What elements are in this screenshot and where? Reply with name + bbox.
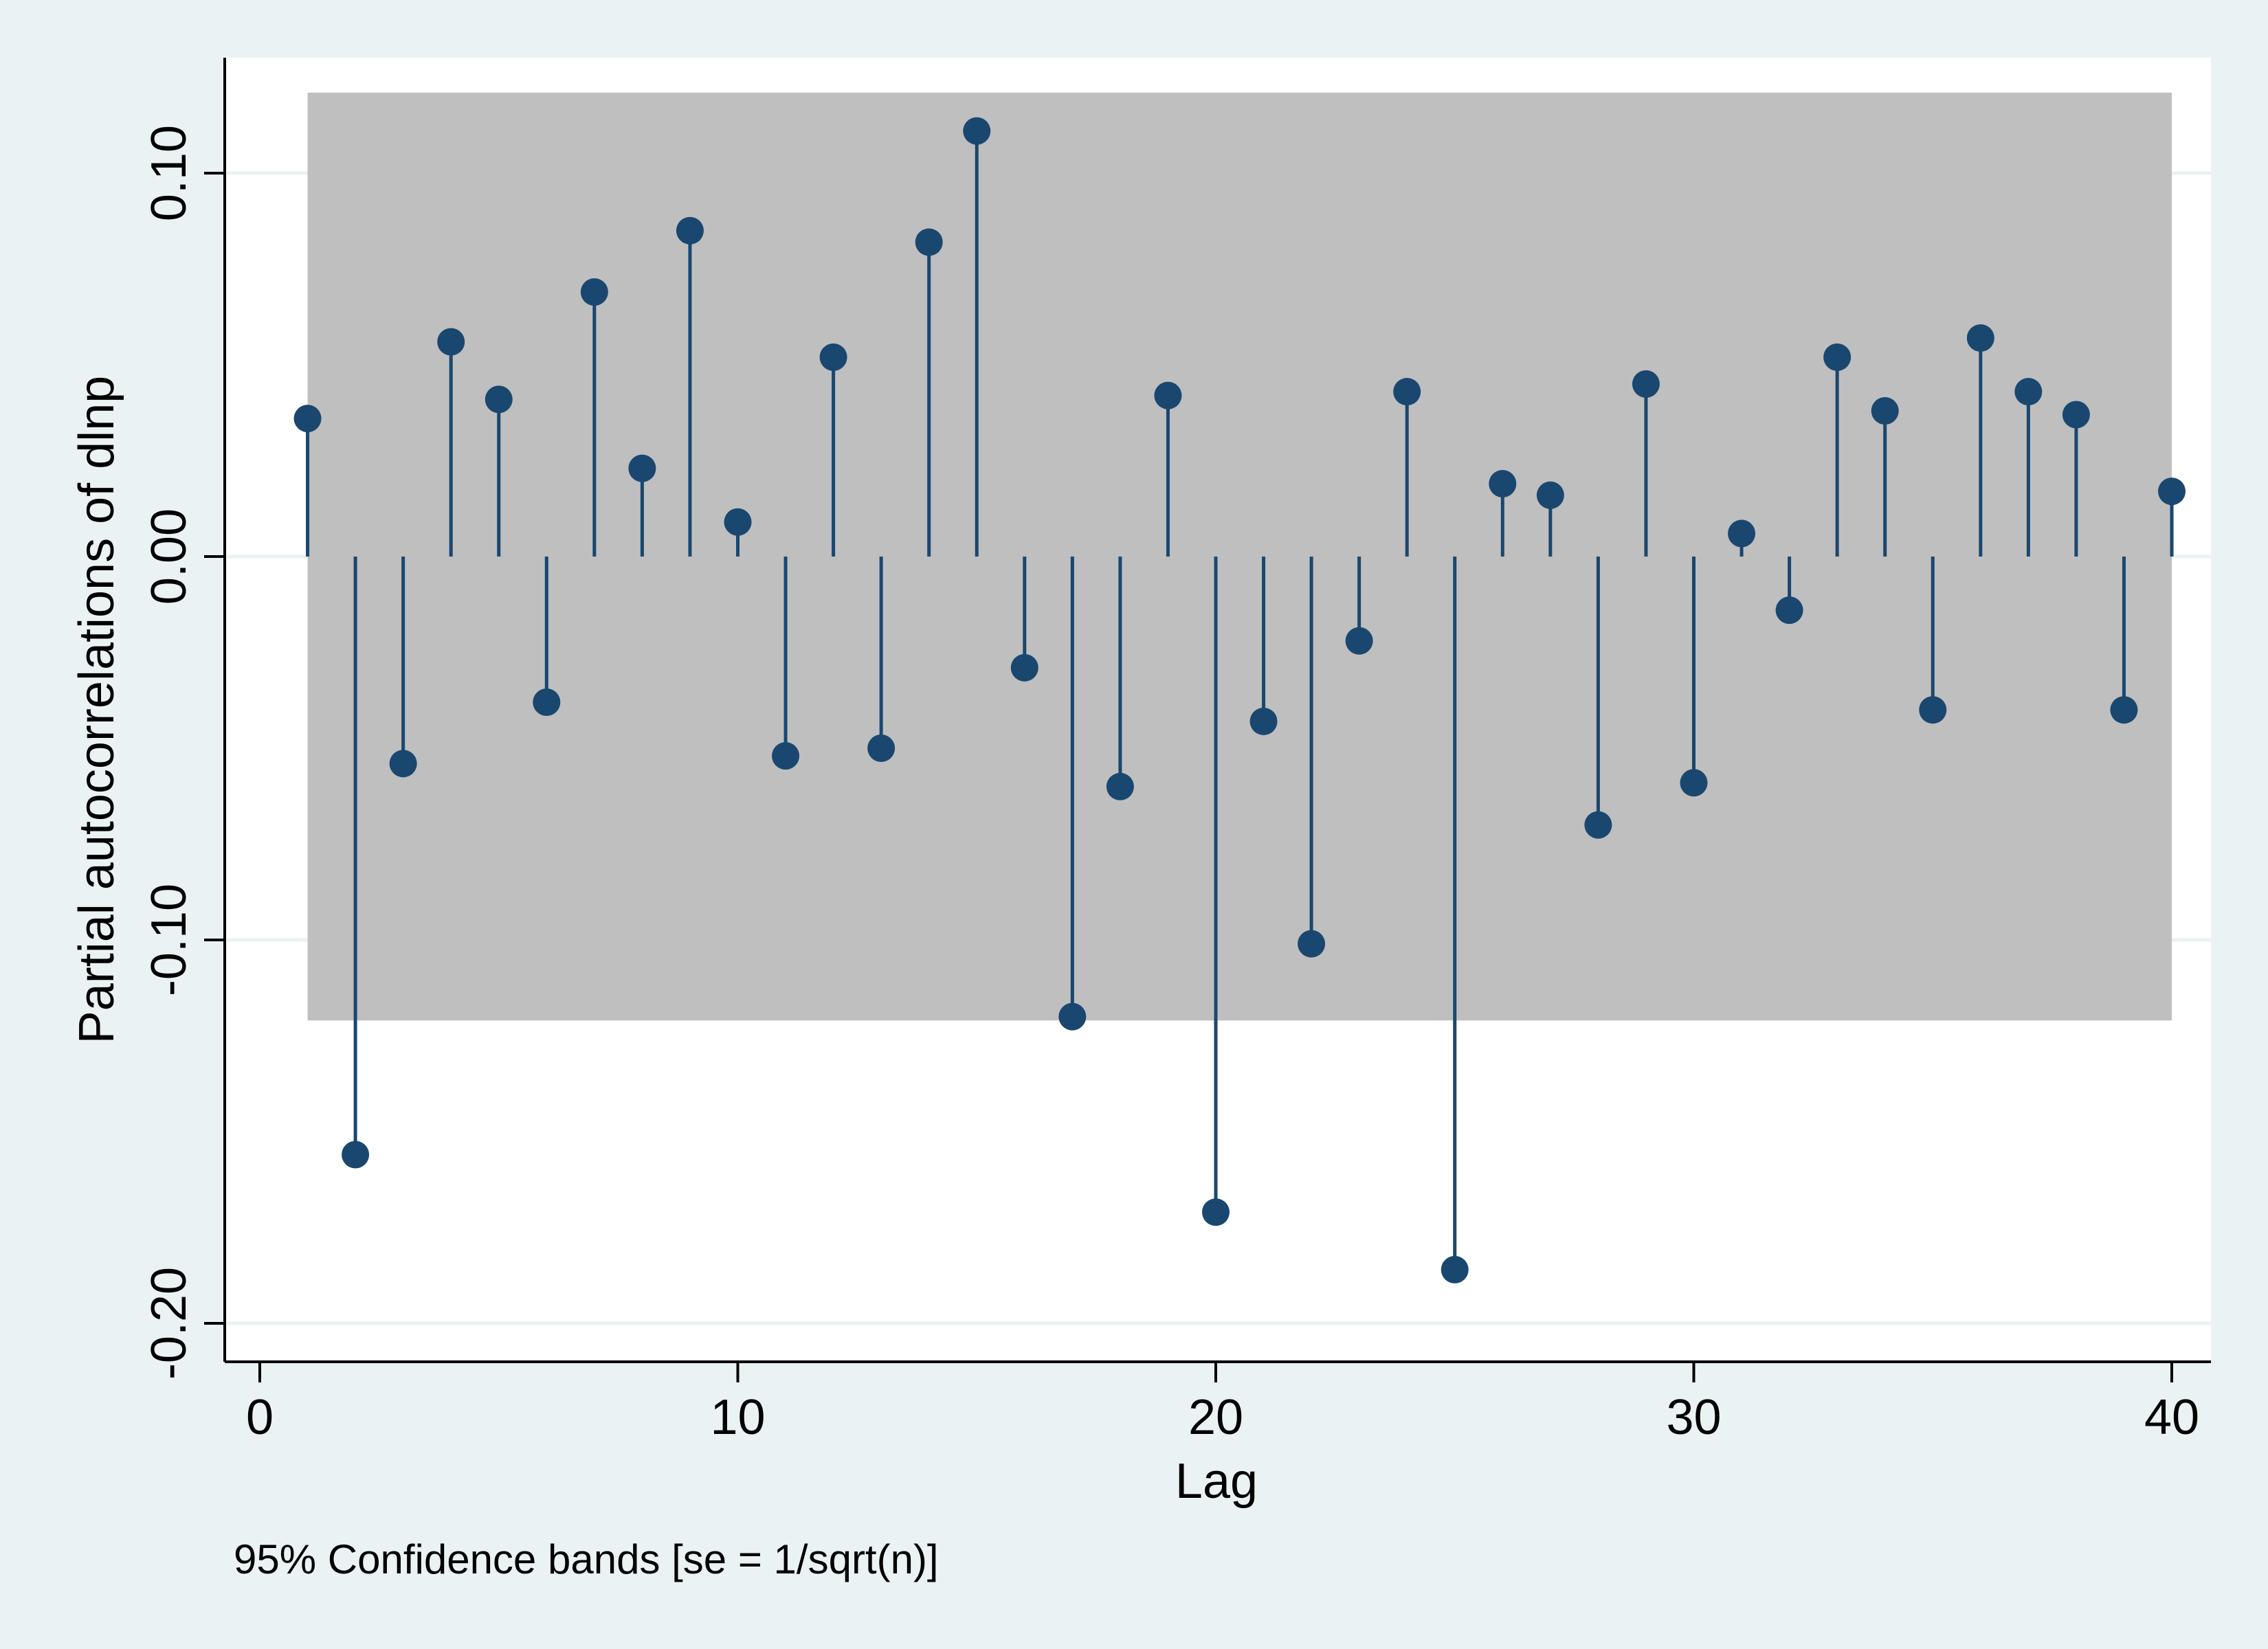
stem-marker	[1441, 1255, 1469, 1283]
x-axis-ticks: 0 10 20 30 40	[246, 1362, 2199, 1445]
stem-marker	[1871, 396, 1899, 425]
stem-marker	[724, 508, 752, 536]
stem-marker	[1489, 469, 1517, 497]
stem-marker	[1058, 1002, 1087, 1031]
stem-marker	[1249, 707, 1278, 735]
stem-marker	[1536, 481, 1564, 509]
stem-marker	[963, 117, 991, 145]
stem-marker	[293, 405, 322, 433]
y-axis-title: Partial autocorrelations of dlnp	[69, 376, 124, 1044]
x-tick-label: 30	[1666, 1390, 1721, 1445]
axes	[223, 58, 2211, 1363]
stem-marker	[389, 750, 417, 778]
stem-marker	[2062, 401, 2090, 429]
stem-marker	[1298, 930, 1326, 958]
stem-marker	[580, 278, 608, 306]
stem-marker	[1202, 1198, 1230, 1226]
stem-marker	[1728, 519, 1756, 548]
y-tick-label: -0.20	[142, 1267, 197, 1380]
stem-marker	[2110, 696, 2138, 724]
stem-marker	[1823, 343, 1852, 371]
confidence-band	[307, 92, 2172, 1021]
stem-marker	[485, 385, 513, 414]
stem-marker	[2158, 478, 2186, 506]
stem-marker	[772, 742, 800, 770]
stem-marker	[1919, 696, 1947, 724]
x-tick-label: 40	[2144, 1390, 2199, 1445]
stem-marker	[628, 454, 656, 482]
stem-marker	[1584, 811, 1612, 839]
stem-marker	[1632, 370, 1660, 398]
band-note: 95% Confidence bands [se = 1/sqrt(n)]	[234, 1536, 939, 1582]
stem-marker	[819, 343, 847, 371]
x-tick-label: 20	[1188, 1390, 1243, 1445]
y-tick-label: -0.10	[142, 884, 197, 996]
stem-marker	[1393, 378, 1421, 406]
stem-marker	[915, 228, 943, 256]
stem-marker	[1010, 653, 1038, 682]
x-tick-label: 0	[246, 1390, 274, 1445]
stem-marker	[1775, 596, 1803, 625]
stem-marker	[1345, 627, 1373, 655]
y-tick-label: 0.00	[142, 508, 197, 605]
stem-marker	[867, 734, 896, 762]
stem-marker	[1154, 381, 1182, 410]
y-tick-label: 0.10	[142, 125, 197, 221]
stem-marker	[2014, 378, 2043, 406]
x-axis-title: Lag	[1175, 1454, 1258, 1509]
stem-marker	[533, 688, 561, 717]
stem-marker	[1680, 769, 1708, 797]
stem-marker	[1106, 772, 1134, 800]
stem-marker	[437, 328, 465, 356]
stem-marker	[342, 1141, 370, 1169]
stems	[293, 117, 2186, 1283]
stem-marker	[676, 216, 704, 245]
stem-marker	[1966, 324, 1994, 352]
y-axis-ticks: -0.20 -0.10 0.00 0.10	[142, 125, 225, 1380]
x-tick-label: 10	[710, 1390, 765, 1445]
